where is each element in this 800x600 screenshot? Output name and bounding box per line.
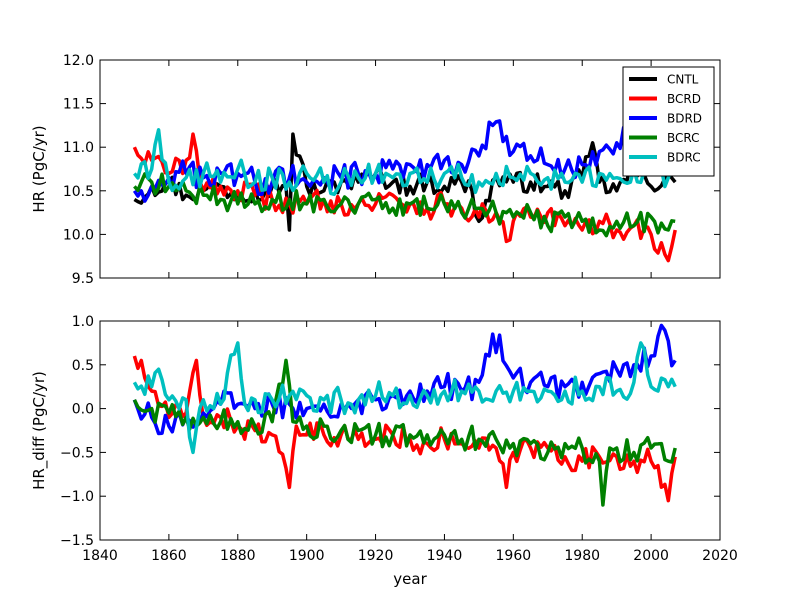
y-tick-label: 9.5 xyxy=(72,271,94,287)
legend-label-cntl: CNTL xyxy=(667,73,699,87)
x-tick-label: 1860 xyxy=(151,548,187,564)
lower-panel-hr-diff: −1.5 −1.0 −0.5 0.0 0.5 1.0 1840 1860 1880 1900 192… xyxy=(30,314,738,588)
x-tick-label: 2020 xyxy=(702,548,738,564)
x-tick-label: 1940 xyxy=(427,548,463,564)
series-line-bdrc xyxy=(133,128,677,197)
y-axis-label: HR (PgC/yr) xyxy=(30,125,48,212)
y-tick-label: 10.0 xyxy=(63,227,94,243)
y-tick-label: 10.5 xyxy=(63,184,94,200)
x-axis-label: year xyxy=(393,570,427,588)
series-line-bcrc xyxy=(133,172,676,238)
y-tick-label: 0.0 xyxy=(72,402,94,418)
x-tick-label: 1840 xyxy=(82,548,118,564)
y-tick-label: 11.5 xyxy=(63,97,94,113)
legend-label-bdrd: BDRD xyxy=(667,112,702,126)
y-tick-label: 1.0 xyxy=(72,314,94,330)
legend-label-bcrd: BCRD xyxy=(667,92,701,106)
y-tick-label: 12.0 xyxy=(63,53,94,69)
y-tick-label: −1.0 xyxy=(60,489,94,505)
legend: CNTL BCRD BDRD BCRC BDRC xyxy=(622,66,715,177)
axes-frame xyxy=(99,59,721,279)
y-tick-label: −0.5 xyxy=(60,445,94,461)
y-axis-label: HR_diff (PgC/yr) xyxy=(30,371,49,490)
y-tick-label: 11.0 xyxy=(63,140,94,156)
y-tick-label: −1.5 xyxy=(60,533,94,549)
series-lines xyxy=(132,110,677,263)
series-line-bcrc xyxy=(132,358,677,507)
x-tick-label: 1980 xyxy=(564,548,600,564)
x-tick-label: 1880 xyxy=(220,548,256,564)
series-lines xyxy=(132,323,677,507)
legend-label-bcrc: BCRC xyxy=(667,131,700,145)
upper-panel-hr: 9.5 10.0 10.5 11.0 11.5 12.0 HR (PgC/yr) CNTL BC… xyxy=(30,53,721,287)
x-tick-label: 1900 xyxy=(289,548,325,564)
y-tick-label: 0.5 xyxy=(72,358,94,374)
x-tick-label: 1960 xyxy=(496,548,532,564)
series-line-bdrc xyxy=(132,341,677,455)
x-tick-label: 2000 xyxy=(633,548,669,564)
legend-label-bdrc: BDRC xyxy=(667,151,701,165)
axes-frame xyxy=(99,320,721,541)
x-tick-label: 1920 xyxy=(358,548,394,564)
